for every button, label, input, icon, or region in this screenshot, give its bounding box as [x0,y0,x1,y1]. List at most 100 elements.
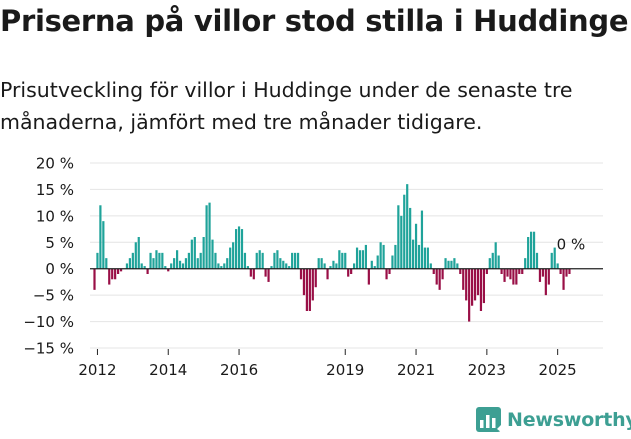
bar [143,266,146,269]
bar [479,268,483,311]
bar [299,268,303,280]
bar [527,237,530,269]
bar [273,252,276,269]
bar [361,250,365,269]
bar [482,268,485,304]
bar [497,255,500,269]
bar [465,268,468,301]
bar [305,268,308,311]
bar [202,237,205,269]
y-tick-label: −10 % [23,313,74,331]
y-tick-label: −5 % [33,287,74,305]
bar [385,268,388,280]
bar [550,252,553,269]
bar [243,252,247,269]
bar [512,268,515,285]
bar [432,268,435,274]
bar [285,263,288,269]
bar [394,244,397,269]
y-tick-label: 5 % [45,234,74,252]
bar [353,263,356,269]
bar [176,250,179,269]
bar [117,268,120,274]
bar [102,221,105,269]
y-tick-label: 0 % [45,260,74,278]
bar [332,260,335,269]
bar [205,205,208,269]
bar [459,268,462,274]
bar [391,255,394,269]
bar [149,252,152,269]
bar [170,263,173,269]
bar [338,250,341,269]
bar [196,258,199,269]
bar [364,244,367,269]
bar [217,263,220,269]
bar [229,247,232,269]
bar [294,252,297,269]
bar [397,205,400,269]
brand-logo: Newsworthy [476,407,631,432]
bar [119,268,123,272]
bar [370,260,373,269]
bar [302,268,306,296]
bar [562,268,565,290]
bar [137,237,140,269]
bar [320,258,323,269]
bar [412,239,415,269]
bar [344,252,347,269]
bar [211,239,214,269]
bar [173,258,176,269]
bar [521,268,524,274]
bar-series [93,184,571,322]
bar [476,268,480,296]
bar [184,258,188,269]
bar [326,268,329,280]
bar [190,239,193,269]
bar [258,250,261,269]
bar [524,258,527,269]
bar [532,231,536,269]
bar [311,268,314,301]
bar [108,268,111,285]
bar [193,237,196,269]
bar [417,244,421,269]
bar [547,268,550,285]
bar [282,260,285,269]
bar [553,247,556,269]
bar [565,268,568,277]
brand-name: Newsworthy [507,408,631,431]
bar [146,268,149,274]
bar [178,260,182,269]
x-tick-label: 2021 [397,361,435,379]
bar [518,268,521,274]
bar [500,268,503,274]
bar [544,268,547,296]
bar [220,266,223,269]
bar [167,268,170,272]
bar [503,268,506,282]
bar [406,184,409,269]
bar [164,266,167,269]
bar [181,263,185,269]
bar [246,266,249,269]
bar [491,252,494,269]
bar [535,252,539,269]
bar [435,268,438,285]
x-tick-label: 2012 [78,361,116,379]
bar [308,268,311,311]
bar [450,260,453,269]
bar [152,258,155,269]
bar-chart-logo-icon [476,407,501,432]
bar [276,250,279,269]
bar [438,268,441,290]
y-tick-label: 20 % [36,155,74,173]
bar [270,266,273,269]
bar [568,268,571,274]
bar [99,205,102,269]
gridlines [90,162,603,349]
bar [291,252,294,269]
bar [403,194,406,269]
bar [237,226,241,269]
